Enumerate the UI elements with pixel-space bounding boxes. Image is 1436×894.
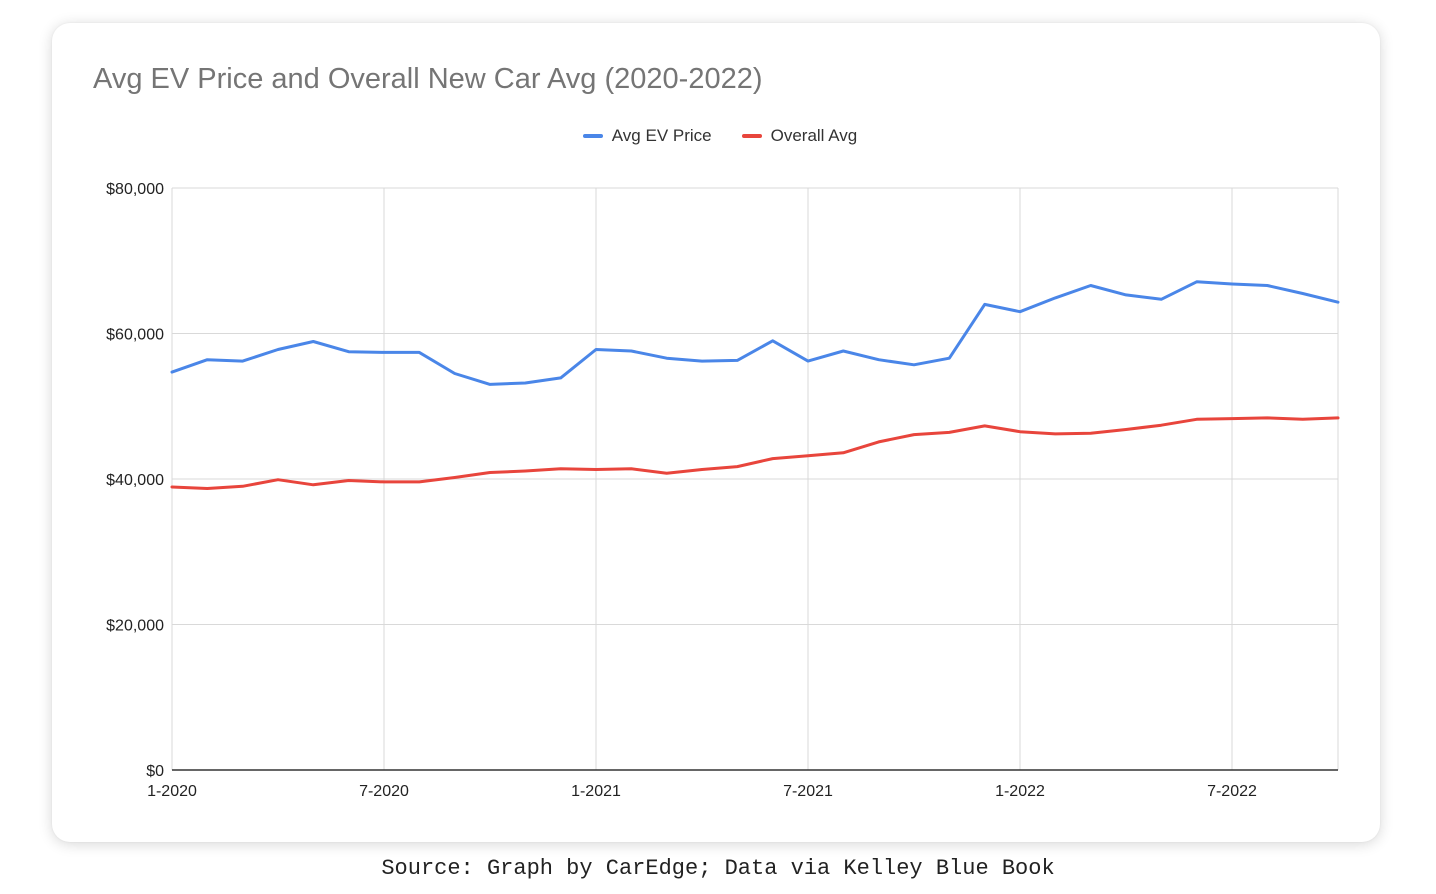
x-tick-label: 7-2020 bbox=[359, 783, 409, 800]
x-tick-label: 7-2022 bbox=[1207, 783, 1257, 800]
legend-swatch-overall bbox=[741, 134, 762, 138]
x-tick-label: 1-2021 bbox=[571, 783, 621, 800]
chart-card bbox=[52, 23, 1380, 842]
chart-title: Avg EV Price and Overall New Car Avg (20… bbox=[93, 63, 763, 95]
y-tick-label: $60,000 bbox=[106, 327, 164, 344]
series-line-overall-avg bbox=[170, 416, 1340, 490]
chart-legend: Avg EV Price Overall Avg bbox=[0, 126, 1436, 146]
legend-label-ev: Avg EV Price bbox=[611, 126, 712, 145]
x-tick-label: 1-2020 bbox=[147, 783, 197, 800]
series-line-ev-price bbox=[170, 280, 1340, 386]
legend-item-overall[interactable]: Overall Avg bbox=[738, 126, 858, 146]
y-tick-label: $20,000 bbox=[106, 618, 164, 635]
x-tick-label: 7-2021 bbox=[783, 783, 833, 800]
legend-swatch-ev bbox=[582, 134, 603, 138]
legend-item-ev[interactable]: Avg EV Price bbox=[579, 126, 712, 146]
y-tick-label: $80,000 bbox=[106, 181, 164, 198]
legend-label-overall: Overall Avg bbox=[770, 126, 858, 145]
source-caption: Source: Graph by CarEdge; Data via Kelle… bbox=[381, 856, 1055, 881]
y-tick-label: $0 bbox=[146, 763, 164, 780]
y-tick-label: $40,000 bbox=[106, 472, 164, 489]
x-tick-label: 1-2022 bbox=[995, 783, 1045, 800]
